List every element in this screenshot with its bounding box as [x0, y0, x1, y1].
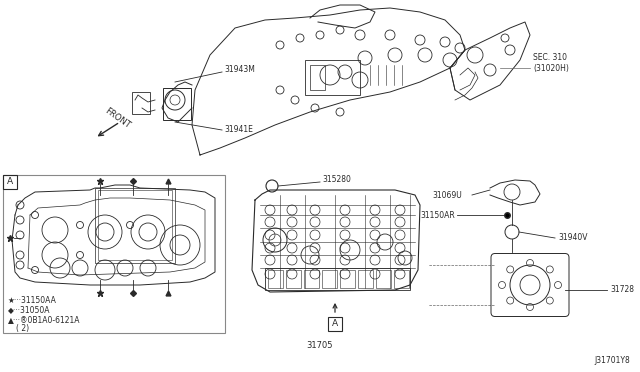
Bar — [304, 270, 319, 288]
Bar — [268, 270, 283, 288]
Bar — [163, 88, 191, 120]
Bar — [358, 270, 373, 288]
Text: A: A — [7, 177, 13, 186]
Bar — [328, 317, 342, 331]
Bar — [305, 60, 360, 95]
Bar — [265, 268, 410, 290]
Text: ◆···31050A: ◆···31050A — [8, 305, 51, 314]
Bar — [286, 270, 301, 288]
Bar — [322, 270, 337, 288]
Bar — [310, 65, 325, 90]
Bar — [98, 190, 172, 260]
Text: 31941E: 31941E — [224, 125, 253, 135]
Text: 315280: 315280 — [322, 176, 351, 185]
Text: A: A — [332, 320, 338, 328]
Text: 31943M: 31943M — [224, 65, 255, 74]
Text: ( 2): ( 2) — [16, 324, 29, 333]
Bar — [3, 175, 225, 333]
Bar — [340, 270, 355, 288]
Text: ★···31150AA: ★···31150AA — [8, 295, 57, 305]
Text: FRONT: FRONT — [103, 106, 132, 130]
Bar — [394, 270, 409, 288]
Text: 31705: 31705 — [307, 340, 333, 350]
Text: J31701Y8: J31701Y8 — [595, 356, 630, 365]
Text: SEC. 310
(31020H): SEC. 310 (31020H) — [533, 53, 569, 73]
Bar — [95, 188, 175, 263]
Text: 31940V: 31940V — [558, 234, 588, 243]
Text: 31069U: 31069U — [432, 190, 461, 199]
Bar — [376, 270, 391, 288]
Text: ▲···®0B1A0-6121A: ▲···®0B1A0-6121A — [8, 315, 81, 324]
Text: 31728: 31728 — [610, 285, 634, 295]
Bar — [132, 92, 150, 114]
Bar — [3, 175, 17, 189]
Text: 31150AR: 31150AR — [420, 211, 455, 219]
